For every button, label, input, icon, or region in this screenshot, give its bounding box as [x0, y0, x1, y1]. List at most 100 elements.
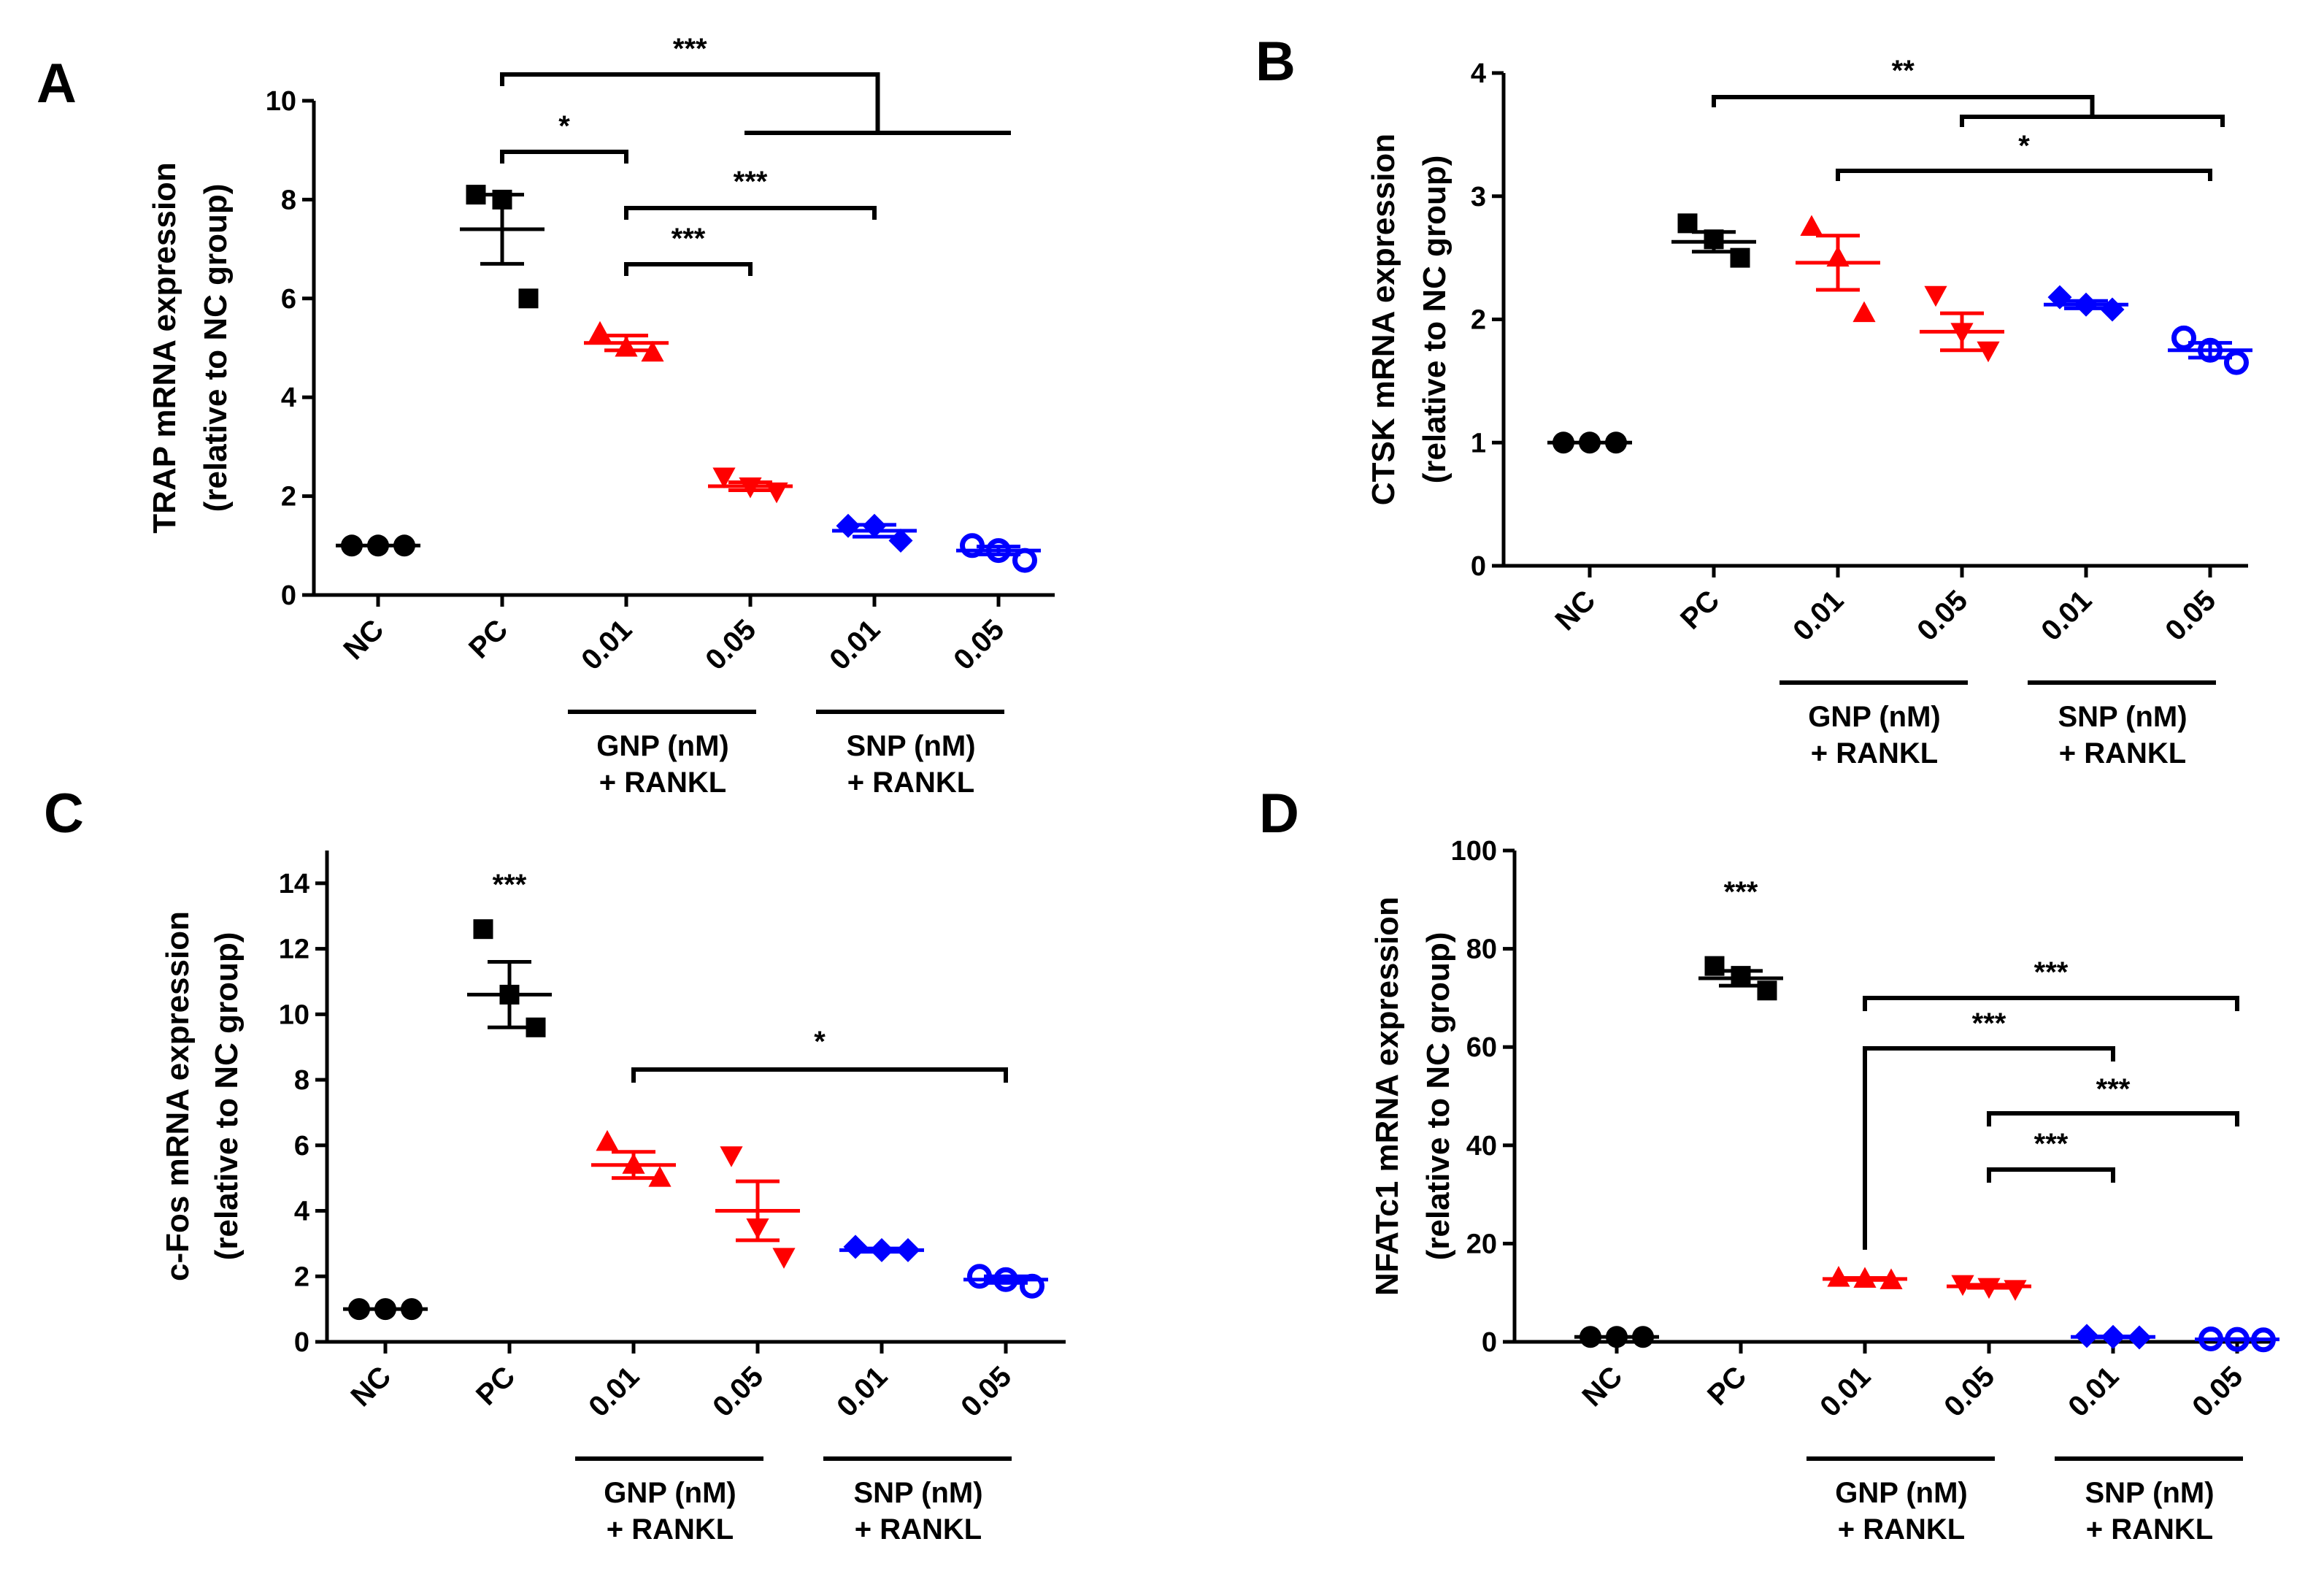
- x-tick-label: 0.01: [823, 613, 886, 676]
- data-point: [1827, 1266, 1850, 1287]
- data-point: [2100, 297, 2125, 322]
- series-pc: [1698, 956, 1783, 1001]
- y-tick-label: 0: [1482, 1327, 1497, 1358]
- data-point: [2074, 1324, 2099, 1348]
- x-tick-label: 0.01: [2035, 584, 2098, 647]
- data-point: [1704, 956, 1725, 976]
- data-point: [473, 919, 493, 940]
- group-label: SNP (nM): [853, 1477, 982, 1509]
- data-point: [2127, 1325, 2152, 1350]
- data-point: [843, 1235, 868, 1259]
- series-pc: [1671, 213, 1756, 268]
- group-label: + RANKL: [847, 767, 974, 799]
- significance-bracket: ***: [1863, 956, 2239, 1011]
- data-point: [648, 1166, 672, 1187]
- group-label: SNP (nM): [2085, 1477, 2214, 1509]
- x-tick-label: 0.01: [1787, 584, 1850, 647]
- data-point: [588, 320, 612, 342]
- data-point: [1731, 966, 1751, 986]
- data-point: [1552, 431, 1574, 454]
- data-point: [393, 534, 415, 557]
- bracket-line: [500, 72, 880, 133]
- significance-stars: ***: [2034, 956, 2069, 988]
- significance-bracket: ***: [624, 223, 753, 276]
- series-gnp-0-01: [1796, 215, 1880, 323]
- data-point: [374, 1298, 396, 1321]
- data-point: [1580, 1326, 1601, 1348]
- panel-letter: D: [1259, 783, 1299, 845]
- data-point: [526, 1017, 546, 1037]
- significance-bracket: ***: [1863, 1007, 2115, 1250]
- panel-B: B 0 1 2 3 4 CTSK mRNA expression (relative to N…: [1255, 31, 2252, 769]
- x-tick-label: NC: [1549, 584, 1601, 637]
- data-point: [2224, 350, 2249, 375]
- data-point: [1606, 1326, 1628, 1348]
- group-label: GNP (nM): [596, 730, 728, 762]
- y-tick-label: 2: [1471, 305, 1486, 336]
- series-gnp-0-05: [715, 1146, 800, 1269]
- y-tick-label: 3: [1471, 182, 1486, 212]
- data-point: [993, 1267, 1018, 1292]
- y-tick-label: 100: [1451, 836, 1497, 867]
- group-label: + RANKL: [607, 1513, 734, 1546]
- group-label: GNP (nM): [1835, 1477, 1967, 1509]
- series-nc: [1547, 431, 1632, 454]
- y-tick-label: 4: [294, 1197, 309, 1227]
- series-snp-0-05: [956, 533, 1041, 573]
- bracket-line: [1863, 1046, 2115, 1250]
- significance-bracket: **: [1712, 55, 2225, 127]
- bracket-line: [1987, 1111, 2239, 1126]
- data-point: [1012, 548, 1037, 573]
- data-point: [986, 538, 1011, 564]
- y-tick-label: 0: [294, 1327, 309, 1358]
- significance-stars: ***: [672, 223, 706, 255]
- bracket-line: [1712, 95, 2095, 117]
- bracket-line: [1863, 996, 2239, 1011]
- significance-bracket: *: [500, 110, 628, 164]
- group-label: + RANKL: [855, 1513, 982, 1546]
- data-point: [869, 1237, 894, 1262]
- series-gnp-0-05: [708, 467, 793, 504]
- y-tick-label: 8: [294, 1065, 309, 1096]
- y-axis-title: CTSK mRNA expression: [1366, 134, 1401, 505]
- y-axis-subtitle: (relative to NC group): [198, 184, 234, 512]
- y-tick-label: 60: [1466, 1032, 1497, 1063]
- data-point: [896, 1237, 920, 1262]
- bracket-line: [1987, 1167, 2115, 1183]
- data-point: [499, 984, 520, 1005]
- x-tick-label: 0.05: [1938, 1360, 2001, 1423]
- x-tick-label: 0.01: [1814, 1360, 1877, 1423]
- y-axis-subtitle: (relative to NC group): [1417, 156, 1452, 484]
- x-tick-label: NC: [1576, 1360, 1628, 1413]
- data-point: [367, 534, 389, 557]
- panel-letter: A: [36, 53, 77, 115]
- data-point: [2171, 325, 2196, 350]
- y-tick-label: 4: [1471, 58, 1486, 89]
- x-tick-label: 0.05: [699, 613, 762, 676]
- x-tick-label: 0.05: [707, 1360, 769, 1423]
- significance-stars: *: [814, 1026, 826, 1058]
- data-point: [1020, 1273, 1044, 1299]
- data-point: [2198, 337, 2223, 363]
- series-nc: [1574, 1326, 1659, 1348]
- bracket-line: [631, 1067, 1008, 1083]
- data-point: [615, 336, 638, 357]
- series-gnp-0-01: [591, 1129, 676, 1187]
- data-point: [622, 1153, 645, 1174]
- bracket-line: [624, 262, 753, 276]
- data-point: [401, 1298, 423, 1321]
- y-tick-label: 6: [294, 1131, 309, 1162]
- significance-bracket: *: [1836, 130, 2212, 181]
- data-point: [2074, 292, 2098, 317]
- data-point: [1977, 1278, 2001, 1299]
- y-tick-label: 80: [1466, 934, 1497, 965]
- x-tick-label: 0.05: [947, 613, 1010, 676]
- data-point: [1579, 431, 1601, 454]
- data-point: [2004, 1280, 2027, 1301]
- series-gnp-0-01: [1823, 1266, 1907, 1289]
- x-tick-label: NC: [345, 1360, 397, 1413]
- x-tick-label: 0.05: [955, 1360, 1017, 1423]
- group-label: + RANKL: [1838, 1513, 1965, 1546]
- x-tick-label: 0.01: [831, 1360, 893, 1423]
- data-point: [466, 185, 486, 205]
